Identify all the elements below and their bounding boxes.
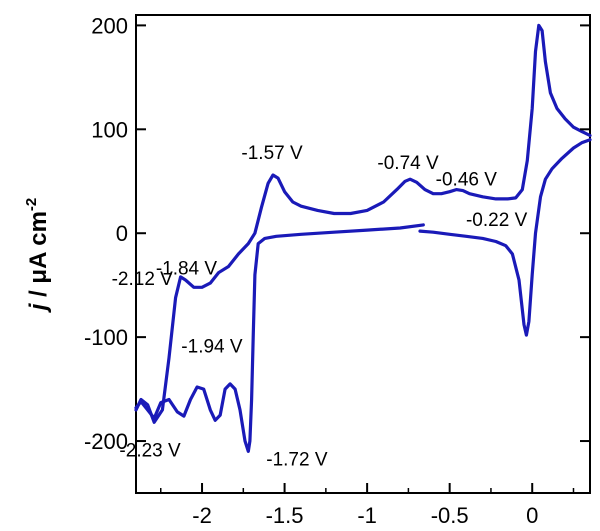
y-tick-label: 200 [91, 13, 128, 38]
y-axis-separator: / [25, 284, 52, 304]
y-axis-unit: μA cm [25, 211, 52, 283]
plot-frame [135, 14, 591, 494]
x-tick-label: 0 [526, 503, 538, 528]
cv-curve-cathodic-continued [134, 223, 425, 453]
peak-annotation: -1.94 V [181, 336, 243, 357]
annotation-layer: -1.57 V -0.74 V-0.46 V -0.22 V -1.84 V-2.12… [112, 143, 528, 470]
x-tick-label: -1 [357, 503, 377, 528]
tick-layer: -2 -1.5 -1 -0.5 0 -200 -100 0 100 200 [84, 13, 590, 528]
y-axis-symbol: j [25, 302, 52, 313]
y-tick-label: 100 [91, 117, 128, 142]
cv-curve-cathodic [418, 138, 592, 337]
peak-annotation: -1.57 V [241, 143, 303, 164]
peak-annotation: -2.23 V [119, 440, 181, 461]
y-tick-label: 0 [116, 221, 128, 246]
y-axis-unit-exponent: -2 [23, 198, 40, 211]
x-tick-label: -2 [192, 503, 212, 528]
y-tick-label: -200 [84, 429, 128, 454]
x-tick-label: -0.5 [431, 503, 469, 528]
peak-annotation: -1.72 V [266, 449, 328, 470]
peak-annotation: -0.22 V [466, 210, 528, 231]
peak-annotation: -2.12 V [112, 269, 174, 290]
y-tick-label: -100 [84, 325, 128, 350]
peak-annotation: -0.74 V [377, 153, 439, 174]
curve-layer [134, 23, 592, 453]
cv-curve-anodic [134, 23, 592, 424]
y-axis-label: j / μA cm-2 [23, 198, 52, 314]
x-tick-label: -1.5 [266, 503, 304, 528]
peak-annotation: -0.46 V [436, 170, 498, 191]
peak-annotation: -1.84 V [156, 258, 218, 279]
